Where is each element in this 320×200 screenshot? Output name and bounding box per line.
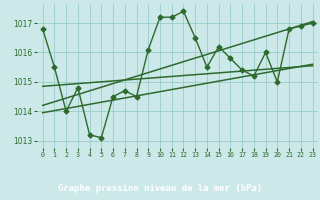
Text: Graphe pression niveau de la mer (hPa): Graphe pression niveau de la mer (hPa) — [58, 184, 262, 193]
